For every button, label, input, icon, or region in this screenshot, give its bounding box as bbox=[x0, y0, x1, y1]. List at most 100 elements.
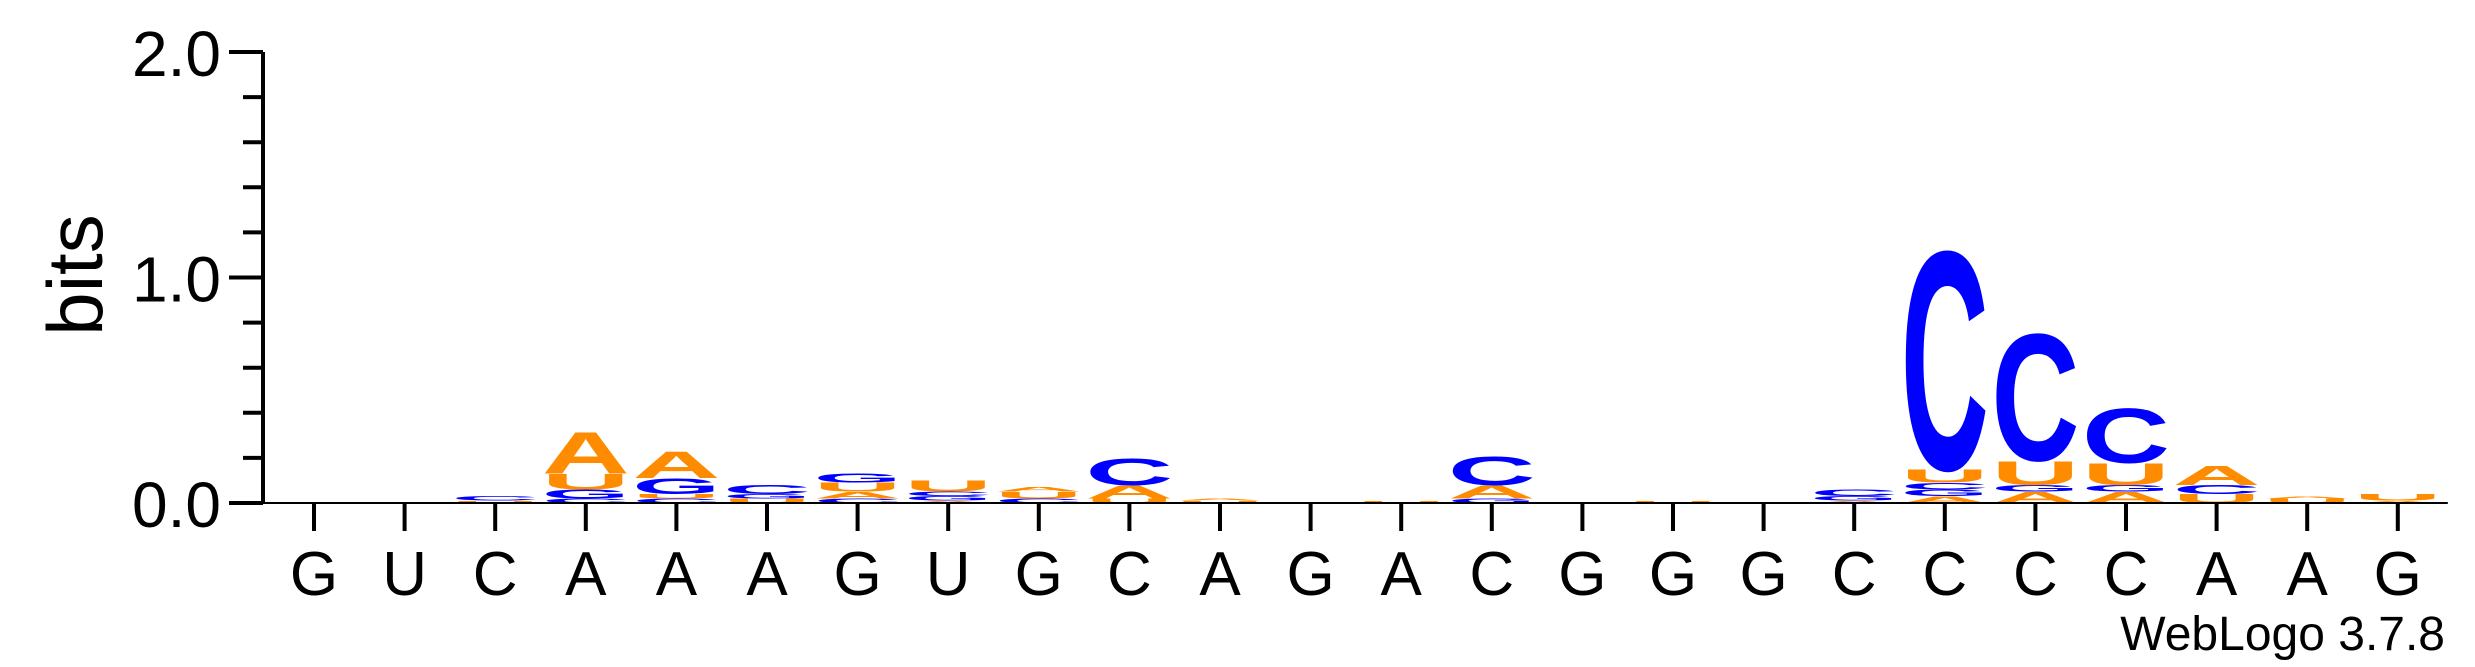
logo-letter-a: A bbox=[1176, 498, 1264, 501]
logo-letter-g: G bbox=[2082, 483, 2170, 494]
logo-letter-a: A bbox=[2354, 500, 2442, 503]
x-tick-label: G bbox=[290, 540, 338, 609]
logo-letter-a: A bbox=[995, 486, 1083, 493]
x-tick-label: C bbox=[1832, 540, 1877, 609]
logo-letter-g: G bbox=[1901, 488, 1989, 499]
logo-letter-u: U bbox=[723, 497, 811, 504]
x-tick-label: C bbox=[473, 540, 518, 609]
x-tick-label: A bbox=[565, 540, 607, 609]
logo-letter-c: C bbox=[995, 497, 1083, 504]
logo-letter-a: A bbox=[814, 490, 902, 500]
y-tick-label: 1.0 bbox=[132, 244, 221, 316]
logo-letter-a: A bbox=[1085, 482, 1173, 503]
logo-letter-u: U bbox=[632, 493, 720, 500]
logo-letter-u: U bbox=[2082, 456, 2170, 491]
logo-letter-a: A bbox=[542, 420, 630, 486]
logo-letter-c: C bbox=[1901, 481, 1989, 491]
logo-letter-c: C bbox=[1810, 488, 1898, 498]
x-tick-label: U bbox=[382, 540, 427, 609]
logo-letter-g: G bbox=[814, 471, 902, 485]
logo-letter-u: U bbox=[2263, 497, 2351, 504]
logo-column: U bbox=[1357, 500, 1445, 503]
logo-letter-c: C bbox=[2082, 391, 2170, 479]
x-tick-label: C bbox=[2104, 540, 2149, 609]
logo-letter-c: C bbox=[2173, 483, 2261, 497]
logo-letter-c: C bbox=[1991, 296, 2079, 499]
x-tick-label: C bbox=[1469, 540, 1514, 609]
logo-letter-c: C bbox=[723, 483, 811, 497]
logo-letter-g: G bbox=[1448, 497, 1536, 504]
x-tick-label: A bbox=[746, 540, 788, 609]
logo-letter-c: C bbox=[451, 495, 539, 502]
logo-column: U bbox=[1629, 500, 1717, 503]
logo-letter-c: C bbox=[904, 491, 992, 498]
logo-letter-u: U bbox=[904, 478, 992, 495]
logo-letter-c: C bbox=[1901, 187, 1989, 536]
logo-letter-u: U bbox=[1629, 500, 1717, 503]
y-axis-label: bits bbox=[31, 214, 119, 335]
x-tick-label: A bbox=[1199, 540, 1241, 609]
x-tick-label: G bbox=[1649, 540, 1697, 609]
logo-column: CUA bbox=[995, 486, 1083, 504]
x-tick-label: A bbox=[2287, 540, 2329, 609]
x-tick-label: G bbox=[1286, 540, 1334, 609]
logo-letter-a: A bbox=[1901, 495, 1989, 505]
logo-letter-u: U bbox=[995, 490, 1083, 500]
logo-column: UGC bbox=[723, 483, 811, 505]
logo-letter-u: U bbox=[542, 470, 630, 495]
logo-letter-u: U bbox=[1991, 454, 2079, 492]
x-tick-label: G bbox=[833, 540, 881, 609]
logo-letter-u: U bbox=[1901, 466, 1989, 487]
weblogo-credit: WebLogo 3.7.8 bbox=[2120, 608, 2445, 661]
logo-letter-c: C bbox=[1085, 451, 1173, 493]
x-tick-label: C bbox=[2013, 540, 2058, 609]
logo-letter-a: A bbox=[632, 444, 720, 486]
logo-letter-u: U bbox=[1176, 500, 1264, 503]
logo-letter-g: G bbox=[1991, 483, 2079, 494]
x-tick-label: A bbox=[2196, 540, 2238, 609]
logo-letter-c: C bbox=[632, 497, 720, 504]
logo-letter-u: U bbox=[2354, 492, 2442, 502]
logo-letter-g: G bbox=[632, 474, 720, 498]
logo-letter-c: C bbox=[814, 497, 902, 504]
y-tick-label: 2.0 bbox=[132, 18, 221, 90]
logo-letter-g: G bbox=[542, 487, 630, 501]
logo-column: GAC bbox=[1448, 449, 1536, 505]
logo-letter-u: U bbox=[814, 481, 902, 495]
x-tick-label: G bbox=[1558, 540, 1606, 609]
x-tick-label: A bbox=[656, 540, 698, 609]
logo-letter-c: C bbox=[1448, 449, 1536, 494]
y-tick-label: 0.0 bbox=[132, 469, 221, 541]
logo-letter-a: A bbox=[2263, 496, 2351, 499]
logo-letter-g: G bbox=[904, 495, 992, 502]
logo-column: UAC bbox=[1085, 451, 1173, 504]
x-tick-label: U bbox=[926, 540, 971, 609]
logo-letter-a: A bbox=[904, 500, 992, 503]
y-axis: 0.0 1.0 2.0 bbox=[132, 18, 265, 541]
x-tick-label: G bbox=[2374, 540, 2422, 609]
logo-letter-g: G bbox=[1810, 495, 1898, 502]
logo-letter-u: U bbox=[1085, 497, 1173, 504]
logo-letter-u: U bbox=[1357, 500, 1445, 503]
logo-column: UA bbox=[1176, 498, 1264, 504]
logo-letter-a: A bbox=[2173, 459, 2261, 491]
logo-letter-g: G bbox=[723, 493, 811, 500]
x-tick-label: G bbox=[1739, 540, 1787, 609]
logo-column: UC bbox=[451, 495, 539, 504]
logo-column: UCA bbox=[2173, 459, 2261, 505]
logo-letter-c: C bbox=[542, 497, 630, 504]
logo-column: AU bbox=[2354, 492, 2442, 503]
x-tick-label: C bbox=[1107, 540, 1152, 609]
x-tick-label: A bbox=[1381, 540, 1423, 609]
logo-column: UA bbox=[2263, 496, 2351, 505]
logo-letter-u: U bbox=[451, 500, 539, 503]
